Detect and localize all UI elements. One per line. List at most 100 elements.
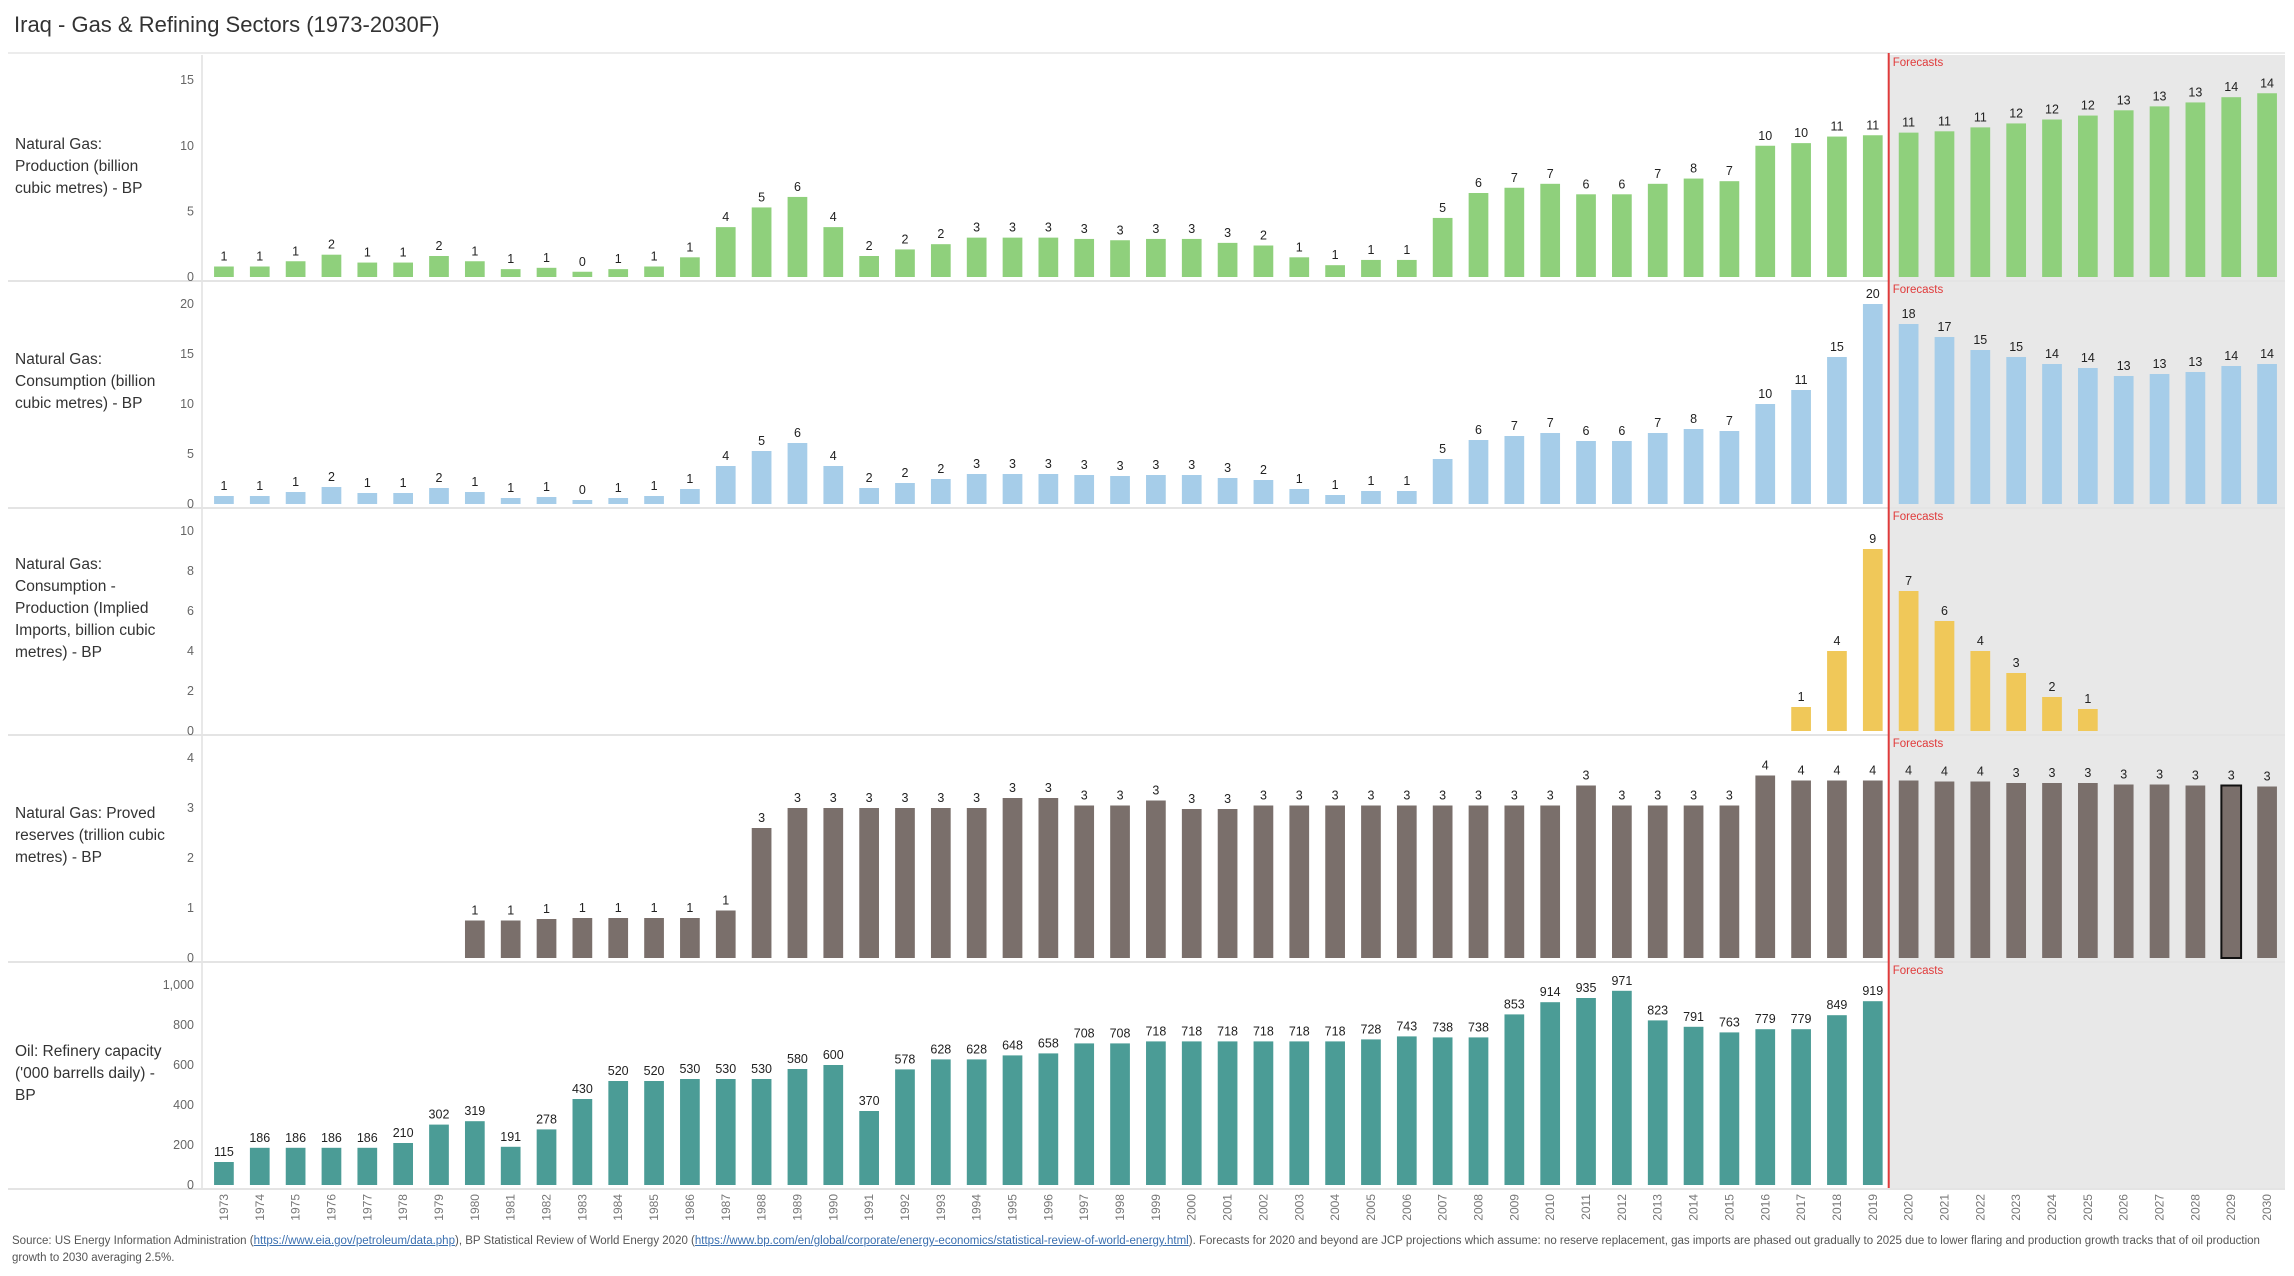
bar-production-2012[interactable] xyxy=(1612,194,1632,277)
bar-refinery-1974[interactable] xyxy=(249,1147,270,1185)
bar-reserves-1996[interactable] xyxy=(1038,798,1059,958)
bar-consumption-2009[interactable] xyxy=(1504,436,1525,504)
bar-consumption-1991[interactable] xyxy=(859,488,879,504)
bar-production-1993[interactable] xyxy=(930,244,951,277)
bar-production-2006[interactable] xyxy=(1396,259,1417,277)
bar-production-2022[interactable] xyxy=(1970,127,1991,277)
bar-refinery-1975[interactable] xyxy=(285,1147,306,1185)
bar-imports-2017[interactable] xyxy=(1791,707,1811,731)
bar-consumption-2012[interactable] xyxy=(1612,441,1632,504)
bar-refinery-2015[interactable] xyxy=(1719,1032,1740,1185)
bar-consumption-2001[interactable] xyxy=(1217,478,1238,504)
bar-consumption-2016[interactable] xyxy=(1755,404,1776,504)
bar-reserves-2013[interactable] xyxy=(1647,805,1668,959)
bar-consumption-1974[interactable] xyxy=(249,496,270,504)
bar-production-1989[interactable] xyxy=(787,196,808,277)
bar-reserves-2003[interactable] xyxy=(1289,805,1310,959)
bar-refinery-1987[interactable] xyxy=(715,1079,736,1185)
bar-imports-2025[interactable] xyxy=(2077,709,2098,731)
bar-production-1974[interactable] xyxy=(249,266,270,278)
bar-refinery-1996[interactable] xyxy=(1038,1053,1059,1185)
bar-consumption-2027[interactable] xyxy=(2149,374,2170,504)
bar-production-2010[interactable] xyxy=(1540,183,1561,277)
bar-production-1983[interactable] xyxy=(572,271,593,277)
bar-production-1973[interactable] xyxy=(214,266,234,278)
bar-consumption-2018[interactable] xyxy=(1827,357,1847,504)
bar-reserves-2021[interactable] xyxy=(1934,781,1955,959)
bar-reserves-2002[interactable] xyxy=(1253,805,1274,959)
bar-production-1984[interactable] xyxy=(608,269,629,277)
bar-consumption-1995[interactable] xyxy=(1002,474,1023,504)
bar-refinery-1984[interactable] xyxy=(608,1081,629,1185)
bar-refinery-1977[interactable] xyxy=(357,1147,378,1185)
bar-consumption-2003[interactable] xyxy=(1289,489,1310,504)
bar-production-2004[interactable] xyxy=(1325,265,1345,277)
bar-refinery-1976[interactable] xyxy=(321,1147,342,1185)
bar-reserves-2001[interactable] xyxy=(1217,809,1238,958)
bar-consumption-1997[interactable] xyxy=(1074,475,1095,504)
bar-consumption-1982[interactable] xyxy=(536,497,557,504)
bar-imports-2020[interactable] xyxy=(1898,591,1919,731)
bar-consumption-2025[interactable] xyxy=(2077,368,2098,504)
bar-consumption-1977[interactable] xyxy=(357,493,378,504)
bar-production-1976[interactable] xyxy=(321,254,342,277)
bar-consumption-2021[interactable] xyxy=(1934,337,1955,504)
bar-consumption-2020[interactable] xyxy=(1898,324,1919,504)
bar-consumption-1986[interactable] xyxy=(680,489,700,504)
bar-production-2011[interactable] xyxy=(1576,194,1596,277)
bar-refinery-2009[interactable] xyxy=(1504,1014,1525,1185)
bar-consumption-1990[interactable] xyxy=(823,466,844,504)
bar-production-1997[interactable] xyxy=(1074,238,1095,277)
bar-reserves-2004[interactable] xyxy=(1325,805,1345,959)
bar-reserves-2022[interactable] xyxy=(1970,781,1991,959)
bar-production-1986[interactable] xyxy=(680,257,700,277)
bar-production-1988[interactable] xyxy=(751,207,772,277)
bar-consumption-2008[interactable] xyxy=(1468,440,1489,504)
bar-production-2028[interactable] xyxy=(2185,102,2206,277)
bar-refinery-2005[interactable] xyxy=(1361,1039,1381,1185)
bar-consumption-1987[interactable] xyxy=(715,466,736,504)
bar-reserves-1987[interactable] xyxy=(715,910,736,959)
bar-consumption-2005[interactable] xyxy=(1361,491,1381,504)
bar-consumption-1998[interactable] xyxy=(1110,476,1130,504)
bar-production-1987[interactable] xyxy=(715,227,736,277)
bar-consumption-2026[interactable] xyxy=(2113,376,2134,504)
bar-reserves-1980[interactable] xyxy=(464,920,485,959)
bar-consumption-1975[interactable] xyxy=(285,492,306,504)
bar-consumption-1979[interactable] xyxy=(429,488,449,504)
bar-refinery-2002[interactable] xyxy=(1253,1041,1274,1185)
bar-consumption-2028[interactable] xyxy=(2185,372,2206,504)
bar-reserves-2027[interactable] xyxy=(2149,784,2170,959)
bar-production-1995[interactable] xyxy=(1002,237,1023,277)
bar-production-2014[interactable] xyxy=(1683,178,1704,277)
bar-reserves-2016[interactable] xyxy=(1755,775,1776,959)
bar-refinery-2013[interactable] xyxy=(1647,1020,1668,1185)
bar-consumption-2017[interactable] xyxy=(1791,390,1811,504)
bar-reserves-1999[interactable] xyxy=(1146,800,1166,959)
bar-consumption-1976[interactable] xyxy=(321,487,342,504)
bar-production-2002[interactable] xyxy=(1253,245,1274,278)
bar-consumption-1983[interactable] xyxy=(572,500,593,504)
bar-refinery-1981[interactable] xyxy=(500,1146,521,1185)
bar-consumption-2000[interactable] xyxy=(1181,475,1202,504)
bar-production-1978[interactable] xyxy=(393,262,414,277)
bar-consumption-2007[interactable] xyxy=(1432,459,1453,504)
bar-refinery-1978[interactable] xyxy=(393,1143,414,1185)
bar-consumption-1999[interactable] xyxy=(1146,475,1166,504)
bar-reserves-2024[interactable] xyxy=(2042,783,2062,958)
bar-production-1981[interactable] xyxy=(500,269,521,277)
bar-production-1977[interactable] xyxy=(357,262,378,277)
bar-consumption-2011[interactable] xyxy=(1576,441,1596,504)
bar-refinery-2014[interactable] xyxy=(1683,1026,1704,1185)
bar-production-1996[interactable] xyxy=(1038,237,1059,277)
bar-reserves-1981[interactable] xyxy=(500,920,521,959)
bar-production-2000[interactable] xyxy=(1181,238,1202,277)
bar-reserves-1995[interactable] xyxy=(1002,798,1023,958)
bar-production-2029[interactable] xyxy=(2221,97,2242,277)
bar-production-2013[interactable] xyxy=(1647,183,1668,277)
bar-reserves-2030[interactable] xyxy=(2257,786,2277,959)
bar-refinery-2017[interactable] xyxy=(1791,1029,1811,1185)
bar-consumption-2014[interactable] xyxy=(1683,429,1704,504)
bar-production-2017[interactable] xyxy=(1791,143,1811,277)
bar-production-1991[interactable] xyxy=(859,256,879,277)
